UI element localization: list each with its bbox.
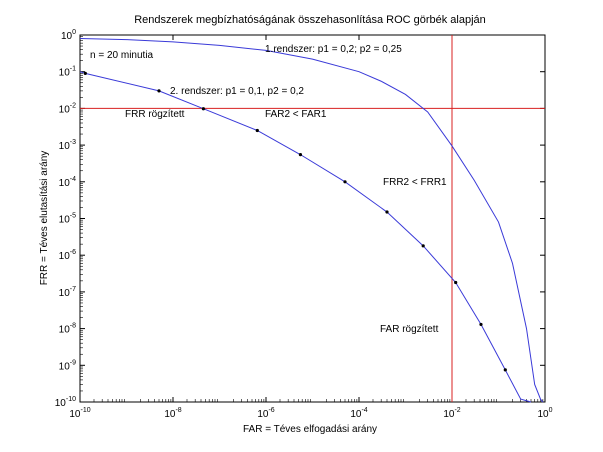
series-2-point (421, 244, 425, 248)
x-axis-label: FAR = Téves elfogadási arány (243, 424, 377, 435)
y-axis-label: FRR = Téves elutasítási arány (39, 151, 50, 286)
plot-area (79, 34, 546, 403)
x-tick-label: 100 (537, 407, 552, 420)
y-tick-label: 10-6 (59, 249, 76, 262)
x-tick-label: 10-8 (164, 407, 181, 420)
annotation-frr-comparison: FRR2 < FRR1 (383, 177, 447, 188)
y-tick-label: 10-10 (55, 396, 76, 409)
series-2-point (385, 210, 389, 214)
annotation-system2: 2. rendszer: p1 = 0,1, p2 = 0,2 (170, 86, 304, 97)
series-2-point (157, 89, 161, 93)
series-2-point (298, 153, 303, 157)
x-tick-label: 10-6 (257, 407, 274, 420)
series-2-point (255, 128, 259, 133)
series-2-point (454, 280, 458, 285)
series-2-point (343, 180, 347, 184)
y-tick-label: 10-5 (59, 213, 76, 226)
y-tick-label: 10-3 (59, 139, 76, 152)
annotation-n-minutia: n = 20 minutia (90, 50, 154, 61)
y-tick-label: 10-4 (59, 176, 76, 189)
series-2-point (479, 322, 483, 327)
annotation-far-comparison: FAR2 < FAR1 (265, 109, 327, 120)
annotation-system1: 1.rendszer: p1 = 0,2; p2 = 0,25 (265, 44, 402, 55)
series-2-point (201, 107, 205, 111)
series-2-point (503, 368, 507, 372)
annotation-far-fixed: FAR rögzített (380, 324, 439, 335)
series-line-1 (79, 38, 544, 403)
y-tick-label: 100 (61, 29, 76, 42)
roc-curves (79, 38, 544, 403)
x-tick-label: 10-2 (443, 407, 460, 420)
y-tick-label: 10-1 (59, 66, 76, 79)
y-tick-label: 10-7 (59, 286, 76, 299)
x-tick-label: 10-4 (350, 407, 367, 420)
annotation-frr-fixed: FRR rögzített (125, 109, 185, 120)
x-tick-label: 10-10 (69, 407, 90, 420)
y-tick-label: 10-9 (59, 359, 76, 372)
reference-lines (80, 35, 545, 402)
y-tick-label: 10-2 (59, 102, 76, 115)
series-2-point (83, 71, 87, 75)
series-line-2 (79, 71, 532, 403)
chart-title: Rendszerek megbízhatóságának összehasonl… (134, 14, 486, 26)
y-tick-label: 10-8 (59, 323, 76, 336)
